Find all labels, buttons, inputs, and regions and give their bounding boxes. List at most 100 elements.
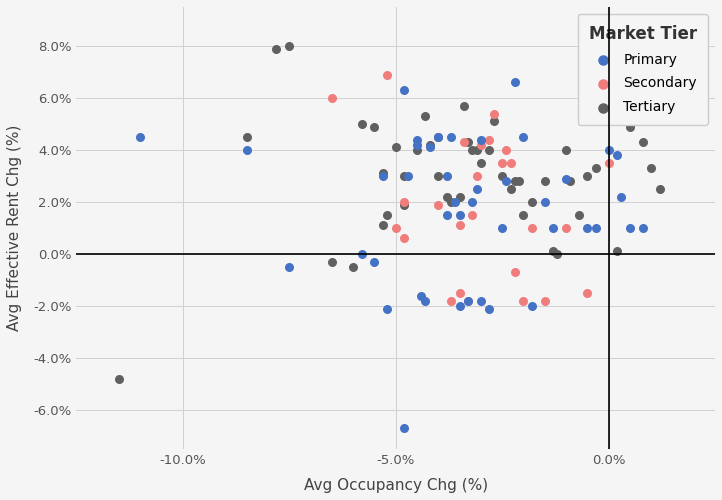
Secondary bbox=[381, 70, 393, 78]
Tertiary bbox=[484, 146, 495, 154]
Tertiary bbox=[488, 118, 500, 126]
Tertiary bbox=[471, 146, 482, 154]
Tertiary bbox=[475, 159, 487, 167]
Primary bbox=[471, 185, 482, 193]
Primary bbox=[399, 424, 410, 432]
Primary bbox=[496, 224, 508, 232]
Secondary bbox=[471, 172, 482, 180]
Tertiary bbox=[432, 133, 444, 141]
Primary bbox=[424, 144, 435, 152]
Tertiary bbox=[399, 172, 410, 180]
Primary bbox=[369, 258, 380, 266]
Tertiary bbox=[381, 211, 393, 219]
Primary bbox=[581, 224, 593, 232]
Primary bbox=[484, 304, 495, 312]
Primary bbox=[560, 174, 572, 182]
Secondary bbox=[509, 268, 521, 276]
Primary bbox=[547, 224, 559, 232]
Legend: Primary, Secondary, Tertiary: Primary, Secondary, Tertiary bbox=[578, 14, 708, 126]
Primary bbox=[616, 193, 627, 201]
Tertiary bbox=[445, 198, 457, 206]
Primary bbox=[284, 263, 295, 271]
Tertiary bbox=[432, 172, 444, 180]
Secondary bbox=[475, 141, 487, 149]
Tertiary bbox=[458, 102, 469, 110]
Tertiary bbox=[412, 146, 423, 154]
Secondary bbox=[458, 138, 469, 146]
Tertiary bbox=[453, 193, 465, 201]
Secondary bbox=[496, 159, 508, 167]
Primary bbox=[466, 198, 478, 206]
Secondary bbox=[399, 234, 410, 242]
Secondary bbox=[432, 200, 444, 208]
Tertiary bbox=[424, 141, 435, 149]
Secondary bbox=[462, 297, 474, 305]
Secondary bbox=[603, 159, 614, 167]
Primary bbox=[450, 198, 461, 206]
Secondary bbox=[560, 224, 572, 232]
Secondary bbox=[581, 289, 593, 297]
Primary bbox=[419, 297, 431, 305]
Primary bbox=[453, 211, 465, 219]
Primary bbox=[509, 78, 521, 86]
Primary bbox=[441, 172, 453, 180]
Tertiary bbox=[356, 120, 367, 128]
Primary bbox=[462, 297, 474, 305]
Primary bbox=[603, 146, 614, 154]
Tertiary bbox=[462, 138, 474, 146]
Tertiary bbox=[509, 177, 521, 185]
Primary bbox=[445, 133, 457, 141]
Secondary bbox=[539, 297, 550, 305]
Primary bbox=[377, 172, 388, 180]
Tertiary bbox=[496, 172, 508, 180]
Tertiary bbox=[581, 172, 593, 180]
Tertiary bbox=[284, 42, 295, 50]
Tertiary bbox=[526, 198, 538, 206]
Tertiary bbox=[573, 211, 585, 219]
Primary bbox=[381, 304, 393, 312]
Tertiary bbox=[377, 170, 388, 177]
Tertiary bbox=[326, 258, 338, 266]
Secondary bbox=[505, 159, 516, 167]
Tertiary bbox=[560, 146, 572, 154]
Secondary bbox=[488, 110, 500, 118]
Secondary bbox=[445, 297, 457, 305]
Primary bbox=[356, 250, 367, 258]
Tertiary bbox=[539, 177, 550, 185]
Primary bbox=[475, 136, 487, 143]
Primary bbox=[624, 224, 635, 232]
Primary bbox=[441, 211, 453, 219]
Secondary bbox=[453, 222, 465, 230]
Primary bbox=[590, 224, 601, 232]
Tertiary bbox=[654, 185, 666, 193]
Primary bbox=[415, 292, 427, 300]
Tertiary bbox=[466, 146, 478, 154]
Secondary bbox=[466, 211, 478, 219]
Secondary bbox=[603, 92, 614, 100]
Secondary bbox=[390, 224, 401, 232]
Y-axis label: Avg Effective Rent Chg (%): Avg Effective Rent Chg (%) bbox=[7, 125, 22, 331]
Primary bbox=[412, 136, 423, 143]
Tertiary bbox=[241, 133, 253, 141]
Tertiary bbox=[624, 122, 635, 130]
Tertiary bbox=[612, 248, 623, 256]
Primary bbox=[453, 302, 465, 310]
Secondary bbox=[500, 146, 512, 154]
Secondary bbox=[518, 297, 529, 305]
Tertiary bbox=[565, 177, 576, 185]
Primary bbox=[399, 86, 410, 94]
Secondary bbox=[453, 289, 465, 297]
Tertiary bbox=[377, 222, 388, 230]
Primary bbox=[241, 146, 253, 154]
Tertiary bbox=[518, 211, 529, 219]
Tertiary bbox=[390, 144, 401, 152]
Secondary bbox=[399, 198, 410, 206]
Tertiary bbox=[113, 375, 125, 383]
Tertiary bbox=[637, 138, 648, 146]
Tertiary bbox=[347, 263, 359, 271]
Primary bbox=[637, 224, 648, 232]
Tertiary bbox=[590, 164, 601, 172]
Tertiary bbox=[505, 185, 516, 193]
Tertiary bbox=[645, 164, 657, 172]
Secondary bbox=[484, 136, 495, 143]
